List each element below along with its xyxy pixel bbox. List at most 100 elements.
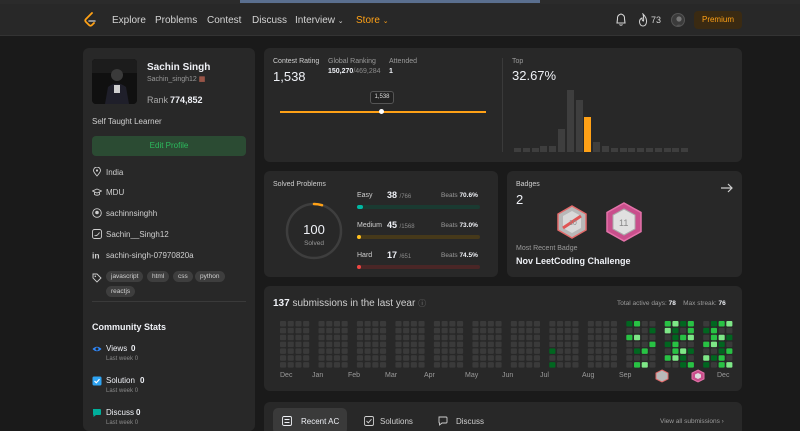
heatmap-cell: [595, 321, 602, 327]
heatmap-cell: [610, 348, 617, 354]
heatmap-cell: [533, 334, 540, 341]
heatmap-cell: [410, 341, 417, 348]
skill-tag-reactjs[interactable]: reactjs: [106, 286, 136, 297]
heatmap-cell: [549, 355, 556, 361]
heatmap-cell: [364, 355, 371, 361]
heatmap-cell: [610, 327, 617, 334]
heatmap-cell: [526, 341, 533, 348]
heatmap-cell: [664, 341, 671, 348]
active-days-label: Total active days:: [617, 300, 667, 307]
heatmap-cell: [403, 334, 410, 341]
heatmap-cell: [564, 362, 571, 368]
heatmap-cell: [649, 355, 656, 361]
heatmap-cell: [472, 327, 479, 334]
heatmap-cell: [718, 355, 725, 361]
heatmap-cell: [626, 327, 633, 334]
skill-tag-python[interactable]: python: [195, 271, 225, 282]
rating-point[interactable]: [379, 109, 384, 114]
heatmap-cell: [649, 334, 656, 341]
medium-beats-label: Beats: [441, 222, 458, 229]
heatmap-cell: [703, 321, 710, 327]
tab-solutions[interactable]: Solutions: [355, 408, 421, 431]
profile-bio: Self Taught Learner: [92, 117, 162, 126]
heatmap-cell: [680, 348, 687, 354]
heatmap-cell: [433, 341, 440, 348]
skill-tag-html[interactable]: html: [147, 271, 170, 282]
github-link[interactable]: sachinnsinghh: [106, 209, 158, 218]
heatmap-cell: [472, 341, 479, 348]
heatmap-cell: [372, 334, 379, 341]
heatmap-cell: [710, 327, 717, 334]
histogram-bar: [628, 147, 636, 152]
bell-icon[interactable]: [615, 13, 627, 27]
premium-button[interactable]: Premium: [694, 11, 742, 29]
badge-oct-icon[interactable]: 10: [556, 205, 588, 239]
nav-store[interactable]: Store ⌄: [356, 15, 389, 26]
heatmap-cell: [710, 341, 717, 348]
heatmap-cell: [533, 348, 540, 354]
month-jun: Jun: [502, 372, 514, 379]
view-all-submissions-link[interactable]: View all submissions ›: [660, 418, 724, 425]
solved-total: 100: [303, 222, 325, 237]
heatmap-cell: [718, 362, 725, 368]
heatmap-cell: [372, 348, 379, 354]
heatmap-cell: [641, 362, 648, 368]
nav-problems[interactable]: Problems: [155, 15, 198, 26]
heatmap-cell: [395, 321, 402, 327]
heatmap-cell: [303, 321, 310, 327]
discuss-icon: [438, 416, 448, 426]
heatmap-cell: [533, 362, 540, 368]
heatmap-cell: [441, 355, 448, 361]
nav-interview[interactable]: Interview ⌄: [295, 15, 344, 26]
arrow-right-icon[interactable]: [721, 183, 733, 193]
rating-value: 1,538: [273, 69, 306, 84]
hard-beats: Beats 74.5%: [441, 252, 478, 259]
tab-recent-ac[interactable]: Recent AC: [273, 408, 347, 431]
heatmap-cell: [572, 327, 579, 334]
heatmap-cell: [495, 327, 502, 334]
leetcode-logo-icon[interactable]: [83, 12, 97, 28]
badge-nov-icon[interactable]: 11: [604, 202, 644, 242]
recent-badge-label: Most Recent Badge: [516, 245, 578, 252]
heatmap-cell: [526, 334, 533, 341]
heatmap-cell: [510, 355, 517, 361]
tab-discuss[interactable]: Discuss: [429, 408, 491, 431]
heatmap-cell: [480, 321, 487, 327]
solved-problems-card: Solved Problems 100 Solved Easy 38 /766 …: [264, 171, 498, 277]
month-badge-nov-icon[interactable]: [691, 369, 705, 383]
tag-icon: [92, 273, 102, 283]
twitter-link[interactable]: Sachin__Singh12: [106, 230, 169, 239]
heatmap-cell: [395, 341, 402, 348]
heatmap-cell: [672, 355, 679, 361]
nav-discuss[interactable]: Discuss: [252, 15, 288, 26]
edit-profile-button[interactable]: Edit Profile: [92, 136, 246, 156]
heatmap-cell: [495, 348, 502, 354]
histogram-bar: [549, 145, 557, 152]
medium-progress: [357, 235, 361, 239]
heatmap-cell: [510, 341, 517, 348]
streak-flame-icon[interactable]: [638, 13, 648, 27]
user-avatar-small[interactable]: [671, 13, 685, 27]
skill-tag-css[interactable]: css: [173, 271, 193, 282]
heatmap-cell: [356, 321, 363, 327]
heatmap-cell: [680, 341, 687, 348]
heatmap-cell: [533, 327, 540, 334]
nav-contest[interactable]: Contest: [207, 15, 242, 26]
heatmap-cell: [626, 334, 633, 341]
info-icon[interactable]: ⓘ: [418, 299, 427, 308]
heatmap-cell: [626, 341, 633, 348]
month-badge-oct-icon[interactable]: [655, 369, 669, 383]
histogram-bar: [584, 116, 592, 152]
nav-explore[interactable]: Explore: [112, 15, 146, 26]
medium-beats: Beats 73.0%: [441, 222, 478, 229]
skill-tag-javascript[interactable]: javascript: [106, 271, 144, 282]
heatmap-cell: [295, 327, 302, 334]
heatmap-cell: [333, 334, 340, 341]
heatmap-cell: [449, 348, 456, 354]
medium-count-total: /1568: [399, 224, 415, 230]
top-percent: 32.67%: [512, 68, 557, 83]
month-may: May: [465, 372, 479, 379]
max-streak-label: Max streak:: [683, 300, 717, 307]
linkedin-link[interactable]: sachin-singh-07970820a: [106, 251, 194, 260]
heatmap-cell: [595, 348, 602, 354]
